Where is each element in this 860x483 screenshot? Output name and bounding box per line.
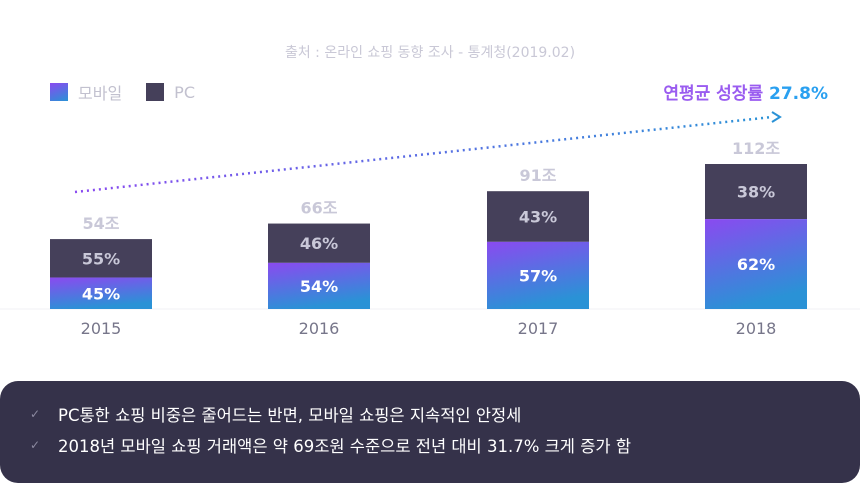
mobile-percent-label: 57% (519, 266, 557, 285)
summary-panel: ✓ PC통한 쇼핑 비중은 줄어드는 반면, 모바일 쇼핑은 지속적인 안정세 ✓… (0, 381, 860, 483)
pc-swatch (146, 83, 165, 101)
cagr: 연평균 성장률 27.8% (663, 79, 828, 104)
note-text: PC통한 쇼핑 비중은 줄어드는 반면, 모바일 쇼핑은 지속적인 안정세 (58, 405, 522, 425)
note-item: ✓ 2018년 모바일 쇼핑 거래액은 약 69조원 수준으로 전년 대비 31.… (30, 429, 860, 460)
cagr-label: 연평균 성장률 (663, 84, 764, 104)
legend-pc: PC (146, 83, 195, 102)
pc-percent-label: 46% (300, 234, 338, 253)
pc-bar (487, 191, 589, 242)
total-label: 91조 (520, 166, 557, 185)
pc-bar (705, 164, 807, 220)
year-tick-label: 2017 (518, 319, 559, 338)
mobile-bar (268, 262, 370, 309)
total-label: 112조 (732, 139, 780, 158)
year-tick-label: 2018 (736, 319, 777, 338)
legend: 모바일 PC (50, 80, 195, 104)
cagr-value: 27.8% (769, 84, 828, 104)
pc-percent-label: 38% (737, 183, 775, 202)
year-tick-label: 2016 (299, 319, 340, 338)
total-label: 54조 (83, 214, 120, 233)
mobile-percent-label: 45% (82, 284, 120, 303)
trend-line (74, 115, 773, 194)
note-item: ✓ PC통한 쇼핑 비중은 줄어드는 반면, 모바일 쇼핑은 지속적인 안정세 (30, 398, 860, 429)
source-note: 출처 : 온라인 쇼핑 동향 조사 - 통계청(2019.02) (284, 45, 576, 61)
trend-arrow-icon (771, 111, 782, 123)
mobile-bar (50, 277, 152, 309)
total-label: 66조 (301, 199, 338, 218)
pc-bar (268, 223, 370, 263)
bar-chart: 55% 45% 54조 2015 46% 54% 66조 2016 43% 57% 91조 2017 3… (0, 111, 860, 338)
check-icon: ✓ (30, 406, 41, 421)
note-text: 2018년 모바일 쇼핑 거래액은 약 69조원 수준으로 전년 대비 31.7… (58, 436, 632, 456)
year-tick-label: 2015 (81, 319, 122, 338)
pc-percent-label: 55% (82, 249, 120, 268)
mobile-swatch (50, 83, 68, 101)
check-icon: ✓ (30, 437, 41, 452)
mobile-bar (487, 241, 589, 309)
pc-percent-label: 43% (519, 208, 557, 227)
mobile-percent-label: 54% (300, 277, 338, 296)
mobile-percent-label: 62% (737, 255, 775, 274)
legend-mobile-label: 모바일 (78, 84, 123, 103)
pc-bar (50, 239, 152, 278)
legend-pc-label: PC (174, 82, 195, 102)
mobile-bar (705, 219, 807, 309)
legend-mobile: 모바일 (50, 80, 122, 104)
